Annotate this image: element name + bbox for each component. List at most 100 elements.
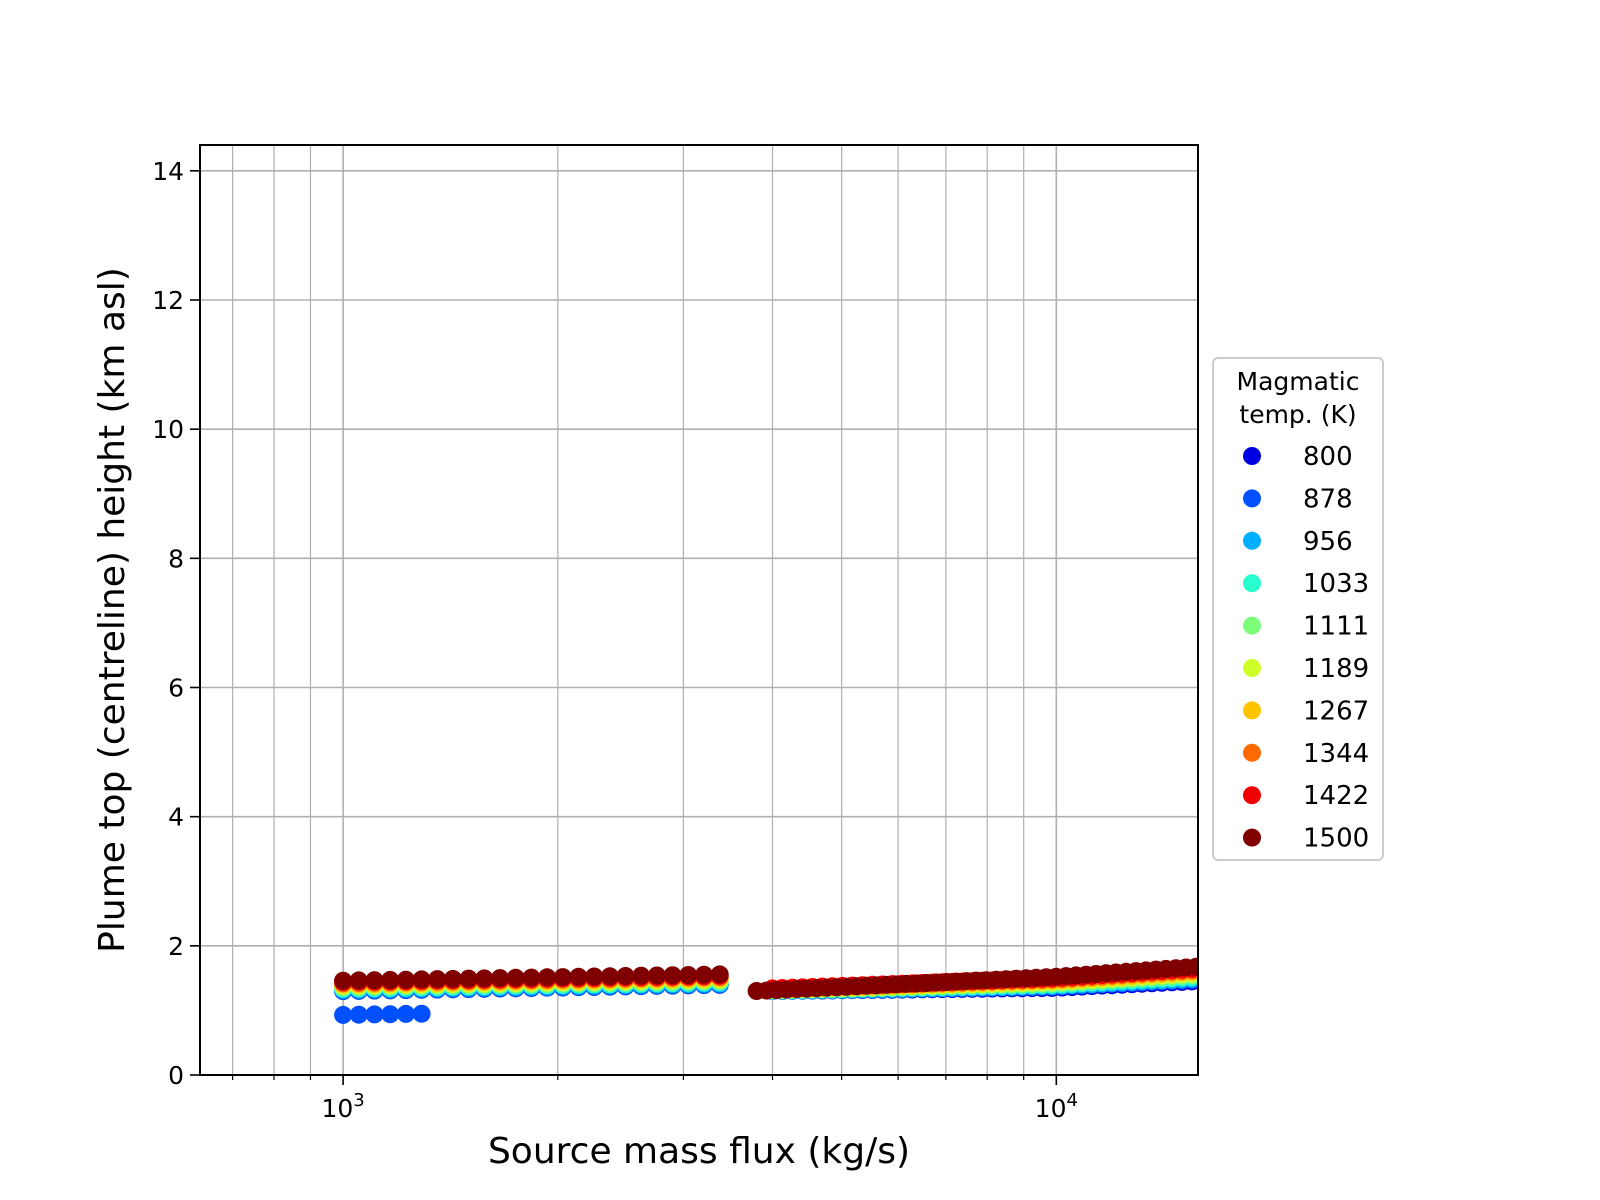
data-point-1033 [1313, 961, 1331, 979]
data-point-956 [1413, 957, 1431, 975]
data-point-1344 [1383, 948, 1401, 966]
data-point-956 [1303, 963, 1321, 981]
data-point-1422 [1492, 936, 1510, 954]
data-point-1189 [1572, 936, 1590, 954]
data-point-1267 [1213, 961, 1231, 979]
data-point-1033 [1393, 956, 1411, 974]
data-point-1500 [412, 970, 431, 989]
data-point-956 [1592, 943, 1600, 961]
data-point-1344 [1273, 955, 1291, 973]
data-point-1033 [1433, 953, 1451, 971]
data-point-800 [1233, 970, 1251, 988]
data-point-1111 [1532, 942, 1550, 960]
data-point-1344 [1443, 943, 1461, 961]
data-point-1189 [1542, 939, 1560, 957]
data-point-878 [1303, 965, 1321, 983]
data-point-1111 [1453, 949, 1471, 967]
data-point-800 [1453, 958, 1471, 976]
data-point-956 [1512, 949, 1530, 967]
data-point-800 [1263, 969, 1281, 987]
data-point-1033 [1492, 948, 1510, 966]
data-point-1500 [1196, 961, 1198, 971]
data-point-1111 [1203, 965, 1221, 983]
data-point-800 [1522, 953, 1540, 971]
data-point-1033 [1223, 966, 1241, 984]
data-point-878 [381, 1005, 400, 1024]
data-point-878 [1233, 968, 1251, 986]
data-point-956 [1363, 960, 1381, 978]
data-point-878 [1313, 964, 1331, 982]
data-point-800 [1433, 960, 1451, 978]
data-point-1267 [1482, 942, 1500, 960]
legend-label-878: 878 [1303, 484, 1353, 514]
data-point-878 [1433, 958, 1451, 976]
data-point-800 [1363, 964, 1381, 982]
data-point-1500 [475, 969, 494, 988]
data-point-1500 [585, 967, 604, 986]
data-point-1033 [1293, 962, 1311, 980]
data-point-1500 [1586, 923, 1600, 941]
data-point-1189 [1592, 935, 1600, 953]
data-point-1033 [1233, 965, 1251, 983]
data-point-800 [1393, 962, 1411, 980]
data-point-800 [1482, 956, 1500, 974]
data-point-878 [1552, 949, 1570, 967]
data-point-1500 [600, 967, 619, 986]
data-point-878 [1243, 968, 1261, 986]
data-point-1344 [1313, 953, 1331, 971]
data-point-1267 [1233, 960, 1251, 978]
data-point-1189 [1552, 938, 1570, 956]
data-point-878 [1363, 962, 1381, 980]
data-point-800 [1223, 971, 1241, 989]
data-point-1344 [1203, 960, 1221, 978]
data-points [334, 923, 1600, 1024]
data-point-1344 [1512, 937, 1530, 955]
x-tick-label-base: 10 [1035, 1094, 1067, 1123]
data-point-1267 [1532, 937, 1550, 955]
data-point-956 [1462, 953, 1480, 971]
data-point-878 [1283, 966, 1301, 984]
data-point-800 [1253, 969, 1271, 987]
data-point-1111 [1233, 963, 1251, 981]
data-point-1111 [1213, 964, 1231, 982]
data-point-878 [1453, 956, 1471, 974]
data-point-800 [1472, 957, 1490, 975]
data-point-1344 [1413, 946, 1431, 964]
data-point-1500 [1487, 933, 1505, 951]
data-point-1500 [365, 971, 384, 990]
data-point-1111 [1373, 955, 1391, 973]
data-point-878 [1502, 952, 1520, 970]
data-point-1111 [1492, 945, 1510, 963]
data-point-1189 [1323, 956, 1341, 974]
data-point-1422 [1343, 949, 1361, 967]
data-point-1111 [1592, 937, 1600, 955]
data-point-1422 [1273, 954, 1291, 972]
data-point-1189 [1223, 962, 1241, 980]
data-point-878 [1393, 960, 1411, 978]
data-point-1189 [1582, 936, 1600, 954]
data-point-1111 [1293, 959, 1311, 977]
grid-lines [200, 145, 1198, 1076]
data-point-956 [1263, 965, 1281, 983]
legend-label-1422: 1422 [1303, 781, 1369, 811]
data-point-1422 [1233, 957, 1251, 975]
data-point-800 [1213, 971, 1231, 989]
data-point-1422 [1213, 958, 1231, 976]
data-point-1267 [1512, 939, 1530, 957]
data-point-878 [1273, 966, 1291, 984]
data-point-1189 [1383, 952, 1401, 970]
data-point-1033 [1552, 943, 1570, 961]
data-point-1189 [1393, 951, 1411, 969]
data-point-1344 [1233, 958, 1251, 976]
data-point-1344 [1223, 959, 1241, 977]
data-point-878 [1572, 947, 1590, 965]
data-point-1500 [1526, 929, 1544, 947]
data-point-878 [1373, 962, 1391, 980]
data-point-1111 [1462, 948, 1480, 966]
data-point-1500 [1477, 934, 1495, 952]
data-point-1500 [1247, 953, 1265, 971]
data-point-1344 [1263, 956, 1281, 974]
data-point-956 [1433, 955, 1451, 973]
data-point-956 [1243, 967, 1261, 985]
